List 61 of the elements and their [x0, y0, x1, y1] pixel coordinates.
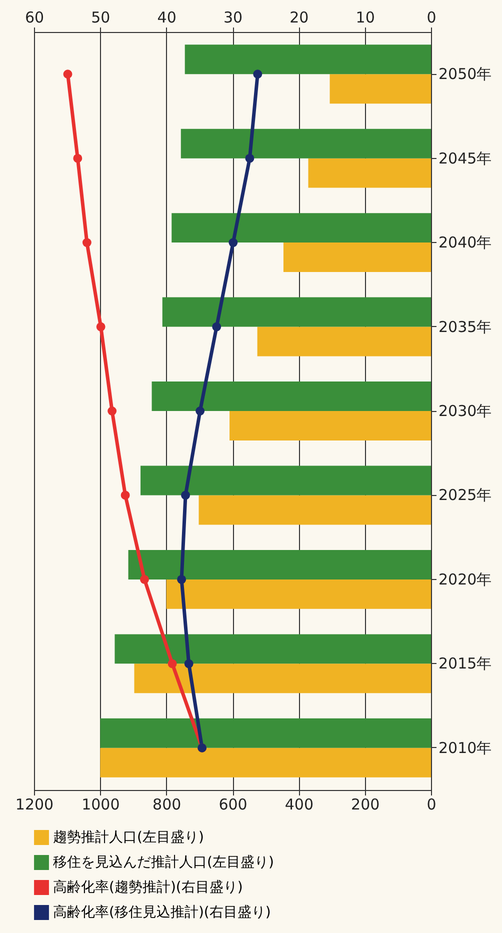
x2-tick-label: 60: [24, 8, 44, 26]
x2-tick-label: 40: [157, 8, 176, 26]
y-tick-label: 2030年: [438, 402, 492, 420]
bar: [152, 382, 431, 411]
point: [253, 70, 262, 79]
y-tick-label: 2040年: [438, 234, 492, 252]
y-tick-label: 2045年: [438, 149, 492, 168]
point: [120, 490, 130, 500]
y-tick-label: 2010年: [438, 738, 492, 757]
x2-tick-label: 20: [290, 8, 309, 26]
point: [181, 490, 190, 500]
bar: [308, 158, 431, 188]
point: [96, 322, 106, 332]
point: [140, 574, 149, 584]
bar: [180, 128, 431, 158]
bar: [166, 579, 431, 609]
point: [177, 574, 186, 584]
bar: [172, 213, 431, 243]
x2-tick-label: 10: [356, 8, 375, 26]
x-tick-label: 400: [284, 796, 314, 814]
point: [63, 70, 72, 79]
bar: [230, 411, 431, 440]
bar: [283, 242, 431, 272]
legend-label: 移住を見込んだ推計人口(左目盛り): [53, 854, 274, 870]
point: [212, 322, 222, 332]
legend-label: 趨勢推計人口(左目盛り): [53, 830, 204, 846]
y-tick-label: 2025年: [438, 486, 492, 504]
bar: [114, 634, 431, 664]
point: [108, 406, 117, 416]
x-tick-label: 1000: [82, 796, 120, 814]
x-tick-label: 200: [351, 796, 380, 814]
x-tick-label: 800: [152, 796, 182, 814]
y-tick-label: 2050年: [438, 65, 492, 84]
bar: [140, 466, 431, 496]
x-tick-label: 600: [218, 796, 248, 814]
y-tick-label: 2020年: [438, 570, 492, 588]
bar: [330, 74, 431, 104]
point: [168, 659, 177, 668]
point: [184, 659, 194, 668]
point: [245, 154, 254, 163]
point: [82, 238, 92, 248]
point: [228, 238, 238, 248]
x2-tick-label: 50: [91, 8, 110, 26]
bar: [128, 550, 431, 580]
y-tick-label: 2035年: [438, 318, 492, 336]
bar: [257, 326, 431, 356]
bar: [100, 748, 431, 778]
legend-label: 高齢化率(趨勢推計)(右目盛り): [53, 880, 243, 896]
bar: [184, 44, 431, 74]
point: [196, 406, 205, 416]
bar: [100, 718, 431, 748]
point: [73, 154, 82, 163]
x-tick-label: 0: [426, 796, 436, 814]
x-tick-label: 1200: [15, 796, 54, 814]
bar: [162, 297, 431, 327]
legend-label: 高齢化率(移住見込推計)(右目盛り): [53, 904, 271, 920]
x2-tick-label: 30: [223, 8, 243, 26]
bar: [198, 495, 431, 525]
y-tick-label: 2015年: [438, 654, 492, 673]
bar: [134, 664, 431, 694]
x2-tick-label: 0: [426, 8, 436, 26]
